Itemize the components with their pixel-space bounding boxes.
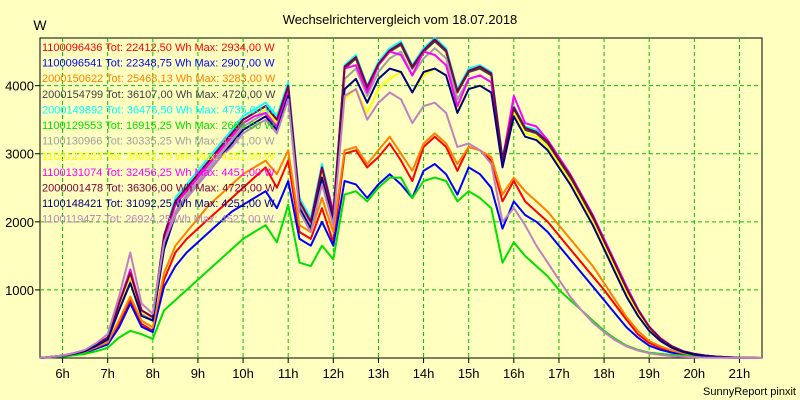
x-tick-label: 12h <box>322 366 344 381</box>
x-tick-label: 8h <box>146 366 160 381</box>
legend-entry-1100129553: 1100129553 Tot: 16915,25 Wh Max: 2664,00… <box>42 120 275 132</box>
x-tick-label: 20h <box>683 366 705 381</box>
x-tick-label: 18h <box>593 366 615 381</box>
chart-credit: SunnyReport pinxit <box>703 386 796 398</box>
series-line-1100148421 <box>39 67 763 359</box>
legend-entry-1100130966: 1100130966 Tot: 30335,25 Wh Max: 4741,00… <box>42 136 275 148</box>
legend-entry-2000150622: 2000150622 Tot: 25468,13 Wh Max: 3283,00… <box>42 73 276 85</box>
x-tick-label: 10h <box>232 366 254 381</box>
x-tick-label: 7h <box>100 366 114 381</box>
y-tick-label: 3000 <box>5 147 34 162</box>
y-axis-unit-label: W <box>33 17 47 33</box>
x-tick-label: 13h <box>368 366 390 381</box>
series-line-2000150622 <box>39 132 763 359</box>
x-tick-label: 6h <box>55 366 69 381</box>
legend-entry-1100096436: 1100096436 Tot: 22412,50 Wh Max: 2934,00… <box>42 42 275 54</box>
y-tick-label: 1000 <box>5 283 34 298</box>
y-tick-label: 2000 <box>5 215 34 230</box>
y-tick-label: 4000 <box>5 79 34 94</box>
x-tick-label: 19h <box>638 366 660 381</box>
series-line-1100096541 <box>39 163 763 359</box>
x-tick-label: 15h <box>458 366 480 381</box>
x-tick-label: 16h <box>503 366 525 381</box>
x-tick-label: 9h <box>191 366 205 381</box>
series-line-2000001478 <box>39 38 763 359</box>
legend-entry-1100123023: 1100123023 Tot: 36052,75 Wh Max: 4251,00… <box>42 151 275 163</box>
legend-entry-1100119477: 1100119477 Tot: 26924,25 Wh Max: 4527,00… <box>42 214 274 226</box>
x-tick-label: 11h <box>278 366 299 381</box>
series-line-1100119477 <box>39 88 763 359</box>
legend-entry-1100148421: 1100148421 Tot: 31092,25 Wh Max: 4251,00… <box>42 198 275 210</box>
legend-entry-1100096541: 1100096541 Tot: 22348,75 Wh Max: 2907,00… <box>42 58 275 70</box>
x-tick-label: 17h <box>548 366 570 381</box>
legend-entry-2000149892: 2000149892 Tot: 36475,50 Wh Max: 4735,00… <box>42 104 276 116</box>
legend-entry-2000001478: 2000001478 Tot: 36306,00 Wh Max: 4728,00… <box>42 182 276 194</box>
chart-title: Wechselrichtervergleich vom 18.07.2018 <box>283 12 518 27</box>
plot-area: 6h 7h 8h 9h 10h 11h 12h 13h 14h 15h 16h 17h 18h 19h 20… <box>5 37 763 381</box>
x-tick-label: 21h <box>729 366 751 381</box>
series-line-1100096436 <box>39 135 763 359</box>
x-tick-label: 14h <box>413 366 435 381</box>
legend-entry-1100131074: 1100131074 Tot: 32456,25 Wh Max: 4451,00… <box>42 167 275 179</box>
legend-entry-2000154799: 2000154799 Tot: 36107,00 Wh Max: 4720,00… <box>42 89 276 101</box>
